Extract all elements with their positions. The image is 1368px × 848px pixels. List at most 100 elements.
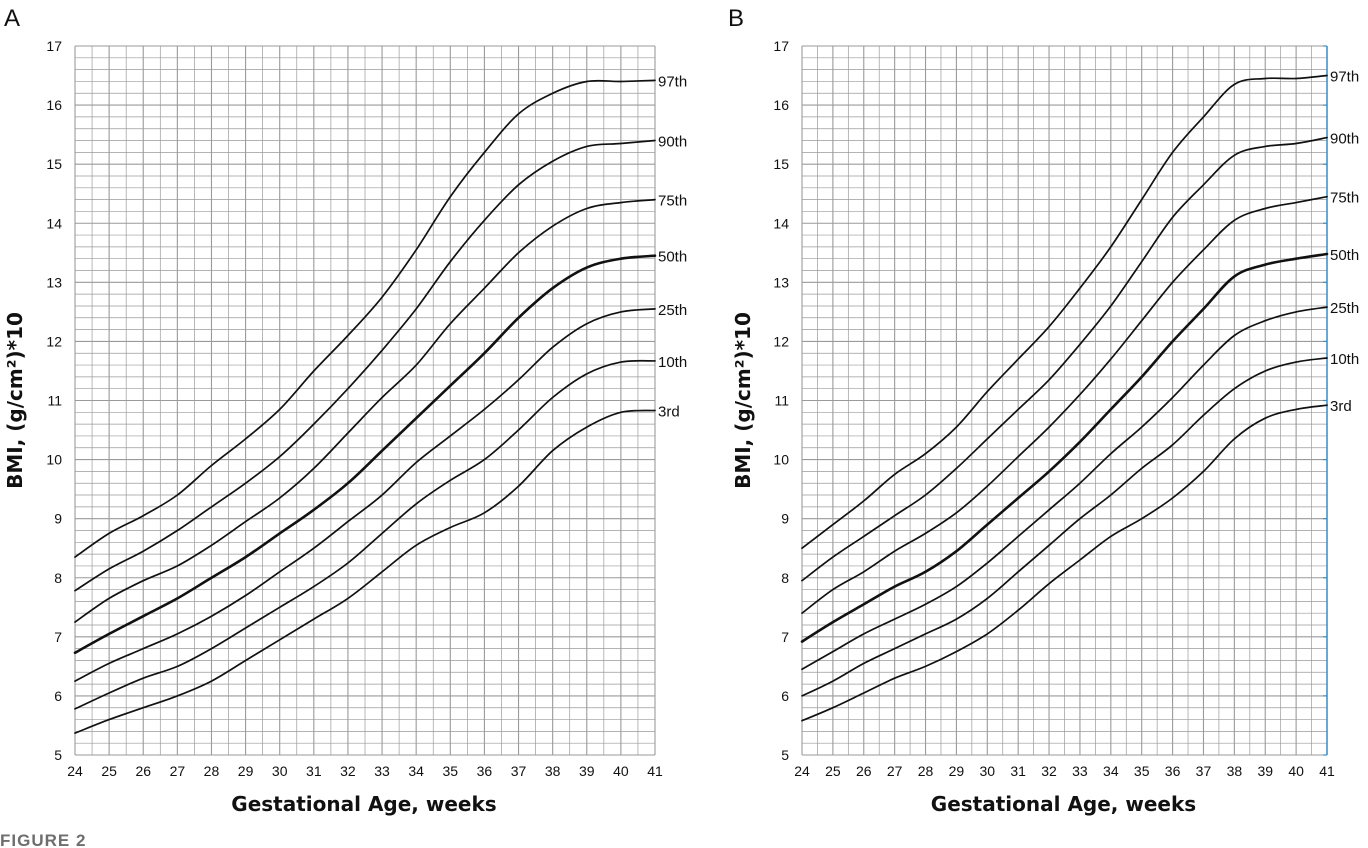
x-tick-label: 30	[272, 763, 288, 779]
y-tick-label: 9	[781, 511, 789, 527]
series-label-50th: 50th	[658, 249, 687, 266]
figure-caption: FIGURE 2	[0, 831, 86, 848]
y-tick-label: 12	[46, 333, 62, 349]
series-line-25th	[801, 306, 1328, 671]
y-tick-label: 16	[46, 97, 62, 113]
y-tick-label: 10	[46, 452, 62, 468]
x-tick-label: 29	[238, 763, 254, 779]
x-tick-label: 32	[1041, 763, 1057, 779]
x-tick-label: 35	[443, 763, 459, 779]
x-tick-label: 28	[204, 763, 220, 779]
y-tick-label: 15	[773, 156, 789, 172]
series-line-75th	[74, 198, 656, 623]
x-tick-label: 41	[647, 763, 663, 779]
series-line-10th	[801, 357, 1328, 697]
y-tick-label: 5	[781, 747, 789, 763]
series-label-97th: 97th	[1330, 69, 1359, 86]
series-label-10th: 10th	[658, 354, 687, 371]
series-label-90th: 90th	[1330, 131, 1359, 148]
y-tick-label: 12	[773, 333, 789, 349]
x-tick-label: 36	[477, 763, 493, 779]
x-tick-label: 31	[1010, 763, 1026, 779]
panel-a-chart: A 24 25 26 27 28 29 30 31 32 33 34 35 36 37 38 39 40 41 5 6 7…	[3, 5, 687, 816]
x-tick-label: 29	[949, 763, 965, 779]
x-tick-label: 40	[613, 763, 629, 779]
y-tick-label: 6	[781, 688, 789, 704]
x-tick-label: 26	[856, 763, 872, 779]
grid	[801, 45, 1328, 756]
y-tick-label: 16	[773, 97, 789, 113]
series-label-25th: 25th	[1330, 300, 1359, 317]
grid	[74, 45, 656, 756]
panel-letter: B	[728, 5, 744, 32]
series-line-50th	[800, 252, 1329, 643]
x-tick-label: 38	[545, 763, 561, 779]
y-axis-title: BMI, (g/cm²)*10	[731, 312, 755, 489]
series-line-3rd	[801, 404, 1328, 722]
x-tick-label: 36	[1165, 763, 1181, 779]
y-tick-label: 7	[54, 629, 62, 645]
y-tick-label: 14	[773, 215, 789, 231]
y-tick-label: 6	[54, 688, 62, 704]
x-tick-label: 33	[1072, 763, 1088, 779]
series-line-25th	[74, 308, 656, 682]
series-label-90th: 90th	[658, 134, 687, 151]
x-tick-label: 39	[1257, 763, 1273, 779]
x-tick-label: 37	[1196, 763, 1212, 779]
series-label-75th: 75th	[1330, 190, 1359, 207]
series-line-50th	[73, 254, 657, 655]
panel-letter: A	[4, 5, 20, 32]
y-tick-label: 17	[46, 38, 62, 54]
y-tick-label: 11	[47, 393, 62, 409]
y-tick-label: 10	[773, 452, 789, 468]
x-tick-label: 40	[1288, 763, 1304, 779]
y-tick-label: 17	[773, 38, 789, 54]
x-tick-label: 34	[408, 763, 424, 779]
y-tick-label: 8	[54, 570, 62, 586]
series-line-10th	[74, 359, 656, 710]
y-tick-label: 9	[54, 511, 62, 527]
x-tick-label: 34	[1103, 763, 1119, 779]
panel-b-chart: B 24 25 26 27 28 29 30 31 32 33 34 35 36 37 38 39 40 41 5 6 7…	[728, 5, 1359, 816]
series-line-90th	[74, 139, 656, 592]
x-tick-label: 25	[101, 763, 117, 779]
series-label-97th: 97th	[658, 73, 687, 90]
x-axis-title: Gestational Age, weeks	[931, 792, 1196, 816]
x-tick-label: 26	[135, 763, 151, 779]
y-tick-label: 8	[781, 570, 789, 586]
x-tick-label: 27	[170, 763, 186, 779]
series-line-97th	[801, 74, 1328, 550]
x-tick-label: 38	[1227, 763, 1243, 779]
series-line-90th	[801, 136, 1328, 582]
x-tick-label: 39	[579, 763, 595, 779]
y-tick-label: 13	[46, 274, 62, 290]
y-tick-label: 7	[781, 629, 789, 645]
series-line-97th	[74, 79, 656, 558]
series-line-75th	[801, 195, 1328, 615]
x-tick-label: 33	[374, 763, 390, 779]
x-tick-label: 28	[918, 763, 934, 779]
series-label-3rd: 3rd	[658, 404, 680, 421]
y-tick-label: 14	[46, 215, 62, 231]
x-tick-label: 30	[980, 763, 996, 779]
x-tick-label: 24	[67, 763, 83, 779]
series-label-3rd: 3rd	[1330, 398, 1352, 415]
y-axis-title: BMI, (g/cm²)*10	[3, 312, 27, 489]
y-tick-label: 15	[46, 156, 62, 172]
x-tick-label: 24	[794, 763, 810, 779]
x-axis-title: Gestational Age, weeks	[231, 792, 496, 816]
y-tick-label: 13	[773, 274, 789, 290]
series-label-10th: 10th	[1330, 351, 1359, 368]
series-label-50th: 50th	[1330, 247, 1359, 264]
series-line-3rd	[74, 409, 656, 734]
x-tick-label: 31	[306, 763, 322, 779]
y-tick-label: 5	[54, 747, 62, 763]
x-tick-label: 32	[340, 763, 356, 779]
series-label-75th: 75th	[658, 193, 687, 210]
x-tick-label: 41	[1319, 763, 1335, 779]
x-tick-label: 37	[511, 763, 527, 779]
x-tick-label: 35	[1134, 763, 1150, 779]
y-tick-label: 11	[774, 393, 789, 409]
x-tick-label: 25	[825, 763, 841, 779]
